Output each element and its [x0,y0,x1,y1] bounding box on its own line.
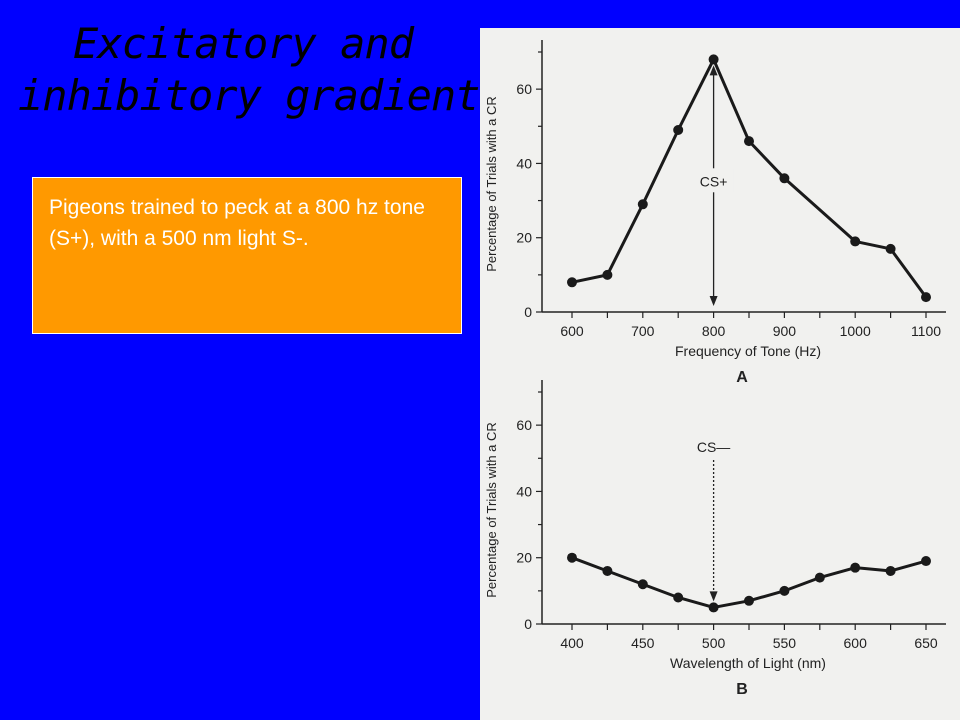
data-point [885,565,896,576]
data-point [673,125,684,135]
x-tick-label: 550 [773,635,797,651]
data-point [602,565,613,576]
slide-title: Excitatory and inhibitory gradients [18,18,505,122]
y-tick-label: 0 [524,616,532,632]
x-tick-label: 450 [631,635,655,651]
data-point [921,292,931,303]
x-tick-label: 650 [914,635,938,651]
data-point [779,585,790,596]
data-point [708,54,719,65]
y-tick-label: 40 [516,483,532,499]
y-tick-label: 20 [516,230,532,246]
cs-minus-label: CS— [697,439,730,455]
y-tick-label: 20 [516,550,532,566]
y-tick-label: 40 [516,155,532,171]
data-point [921,556,931,567]
data-point [850,562,861,573]
y-axis-label: Percentage of Trials with a CR [484,96,499,272]
data-point [850,236,861,247]
description-text: Pigeons trained to peck at a 800 hz tone… [49,196,425,250]
x-tick-label: 800 [702,323,726,339]
data-point [744,136,754,147]
cs-label-bg [693,168,734,193]
figure-background [480,28,960,720]
y-tick-label: 60 [516,81,532,97]
description-box: Pigeons trained to peck at a 800 hz tone… [32,177,462,334]
x-tick-label: 600 [560,323,584,339]
data-point [814,572,825,583]
x-tick-label: 700 [631,323,655,339]
x-axis-label: Wavelength of Light (nm) [670,655,826,671]
x-tick-label: 1100 [911,323,941,339]
x-tick-label: 400 [560,635,584,651]
x-axis-label: Frequency of Tone (Hz) [675,343,821,359]
y-axis-label: Percentage of Trials with a CR [484,422,499,598]
data-point [708,602,719,613]
cs-arrowhead-down [709,591,718,602]
series-line [571,57,928,299]
data-point [779,173,790,184]
data-point [637,199,648,210]
cs-plus-label: CS+ [700,173,728,189]
data-point [602,269,613,280]
data-point [673,592,684,603]
data-point [567,277,577,288]
data-point [744,595,754,606]
slide-title-line2: inhibitory gradients [18,71,505,120]
x-tick-label: 600 [844,635,868,651]
chart-panel-b: 0 20 40 60 400 450 500 550 600 650 Wavelength of L… [484,380,946,698]
cs-arrowhead-up [709,65,718,76]
y-tick-label: 60 [516,417,532,433]
panel-label: A [736,369,748,386]
x-tick-label: 900 [773,323,797,339]
slide-title-line1: Excitatory and [72,19,414,68]
y-tick-label: 0 [524,304,532,320]
data-point [567,552,577,563]
data-point [637,579,648,590]
cs-arrowhead-down [709,296,718,306]
x-tick-label: 500 [702,635,726,651]
chart-panel-a: 0 20 40 60 600 700 800 900 1000 1100 Frequency of … [484,40,946,386]
x-tick-label: 1000 [840,323,871,339]
panel-label: B [736,681,748,698]
data-point [885,243,896,254]
